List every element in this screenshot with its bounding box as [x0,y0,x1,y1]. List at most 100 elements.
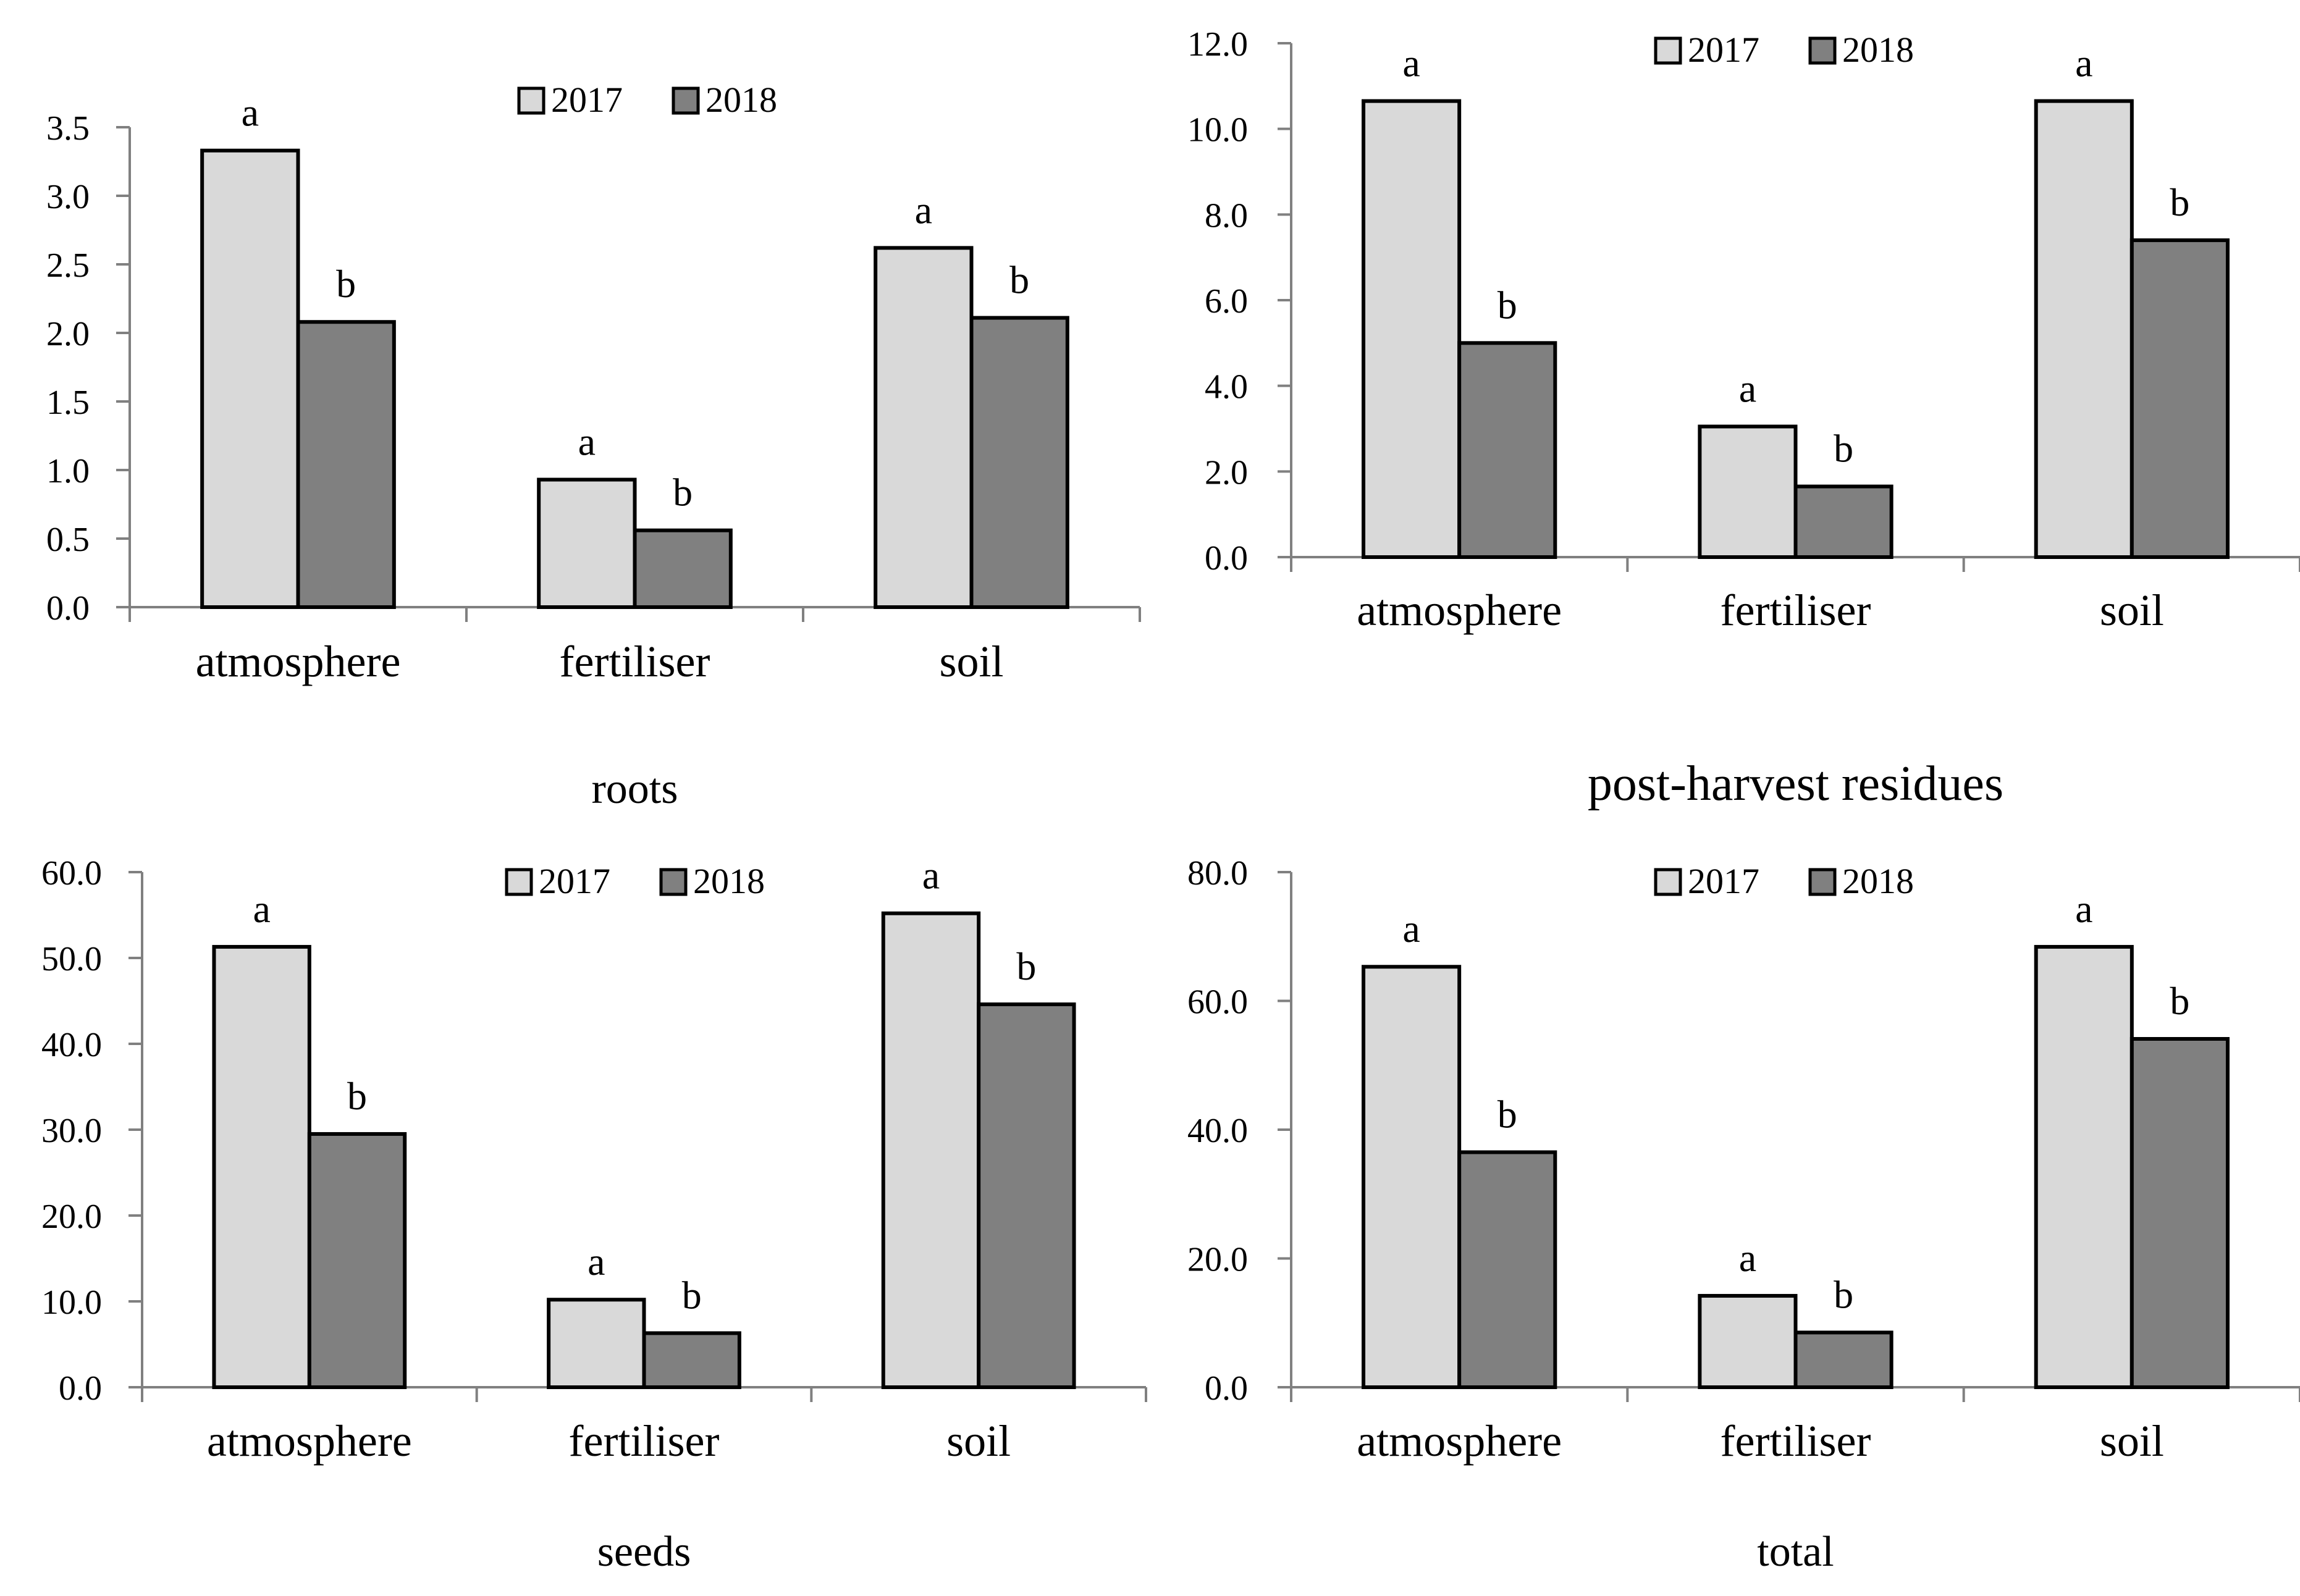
legend-swatch-2018 [1808,36,1837,65]
y-tick-label: 12.0 [1187,25,1248,64]
significance-letter: a [588,1240,605,1283]
significance-letter: b [682,1273,702,1317]
y-tick-label: 0.0 [46,589,90,628]
legend-label-2018: 2018 [693,861,765,901]
legend-label-2018: 2018 [1842,861,1914,901]
legend-label-2018: 2018 [706,80,777,120]
y-tick-label: 60.0 [41,854,102,892]
bar-2017-atmosphere [1362,965,1462,1390]
y-tick-label: 1.0 [46,452,90,490]
x-category-label: atmosphere [1357,586,1562,635]
significance-letter: a [578,420,596,464]
significance-letter: b [1016,944,1036,988]
y-tick-label: 1.5 [46,384,90,422]
y-tick-label: 80.0 [1187,854,1248,892]
chart-panel-2: 0.0 2.0 4.0 6.0 8.0 10.0 12.0 a b atmosphere a b fer… [1187,25,2300,811]
y-tick-label: 20.0 [41,1198,102,1236]
y-tick-label: 3.0 [46,178,90,216]
legend-label-2018: 2018 [1842,30,1914,70]
legend-swatch-2017 [1654,868,1682,896]
chart-title: seeds [597,1528,691,1576]
chart-title: total [1757,1528,1834,1576]
significance-letter: a [1402,41,1420,85]
y-tick-label: 0.0 [1205,1369,1248,1408]
chart-title: roots [592,765,678,813]
bar-2018-atmosphere [1457,341,1557,559]
significance-letter: a [915,188,932,232]
x-category-label: fertiliser [569,1416,720,1466]
bar-2017-atmosphere [1362,99,1462,560]
y-tick-label: 10.0 [41,1283,102,1322]
y-tick-label: 6.0 [1205,282,1248,321]
bar-2017-atmosphere [200,148,300,610]
y-tick-label: 2.0 [1205,453,1248,492]
x-category-label: soil [939,637,1003,686]
y-tick-label: 0.0 [59,1369,102,1408]
bar-2018-fertiliser [633,528,733,609]
bar-2017-soil [874,246,974,609]
significance-letter: b [673,471,693,514]
bar-2017-fertiliser [1698,1293,1798,1390]
significance-letter: b [347,1074,367,1118]
x-category-label: soil [946,1416,1011,1466]
x-category-label: soil [2100,1416,2164,1466]
y-tick-label: 50.0 [41,940,102,978]
bar-2018-soil [969,316,1069,610]
y-tick-label: 20.0 [1187,1241,1248,1279]
significance-letter: b [336,262,356,306]
legend-label-2017: 2017 [1688,861,1759,901]
y-tick-label: 8.0 [1205,196,1248,235]
legend-label-2017: 2017 [1688,30,1759,70]
significance-letter: b [2170,979,2189,1023]
y-tick-label: 60.0 [1187,983,1248,1022]
chart-panel-3: 0.0 10.0 20.0 30.0 40.0 50.0 60.0 a b atmosphere a… [41,854,1147,1576]
significance-letter: a [1739,1236,1756,1280]
significance-letter: b [1498,283,1517,327]
significance-letter: b [2170,180,2189,224]
y-tick-label: 40.0 [41,1026,102,1064]
bar-2018-fertiliser [642,1331,741,1389]
bar-2017-fertiliser [537,477,637,609]
legend-swatch-2017 [517,86,546,115]
y-tick-label: 30.0 [41,1112,102,1150]
significance-letter: a [922,854,940,897]
bar-2018-soil [977,1002,1076,1390]
significance-letter: b [1834,1272,1853,1316]
chart-panel-1: 0.0 0.5 1.0 1.5 2.0 2.5 3.0 3.5 a b atmosphere a b fe… [46,80,1141,813]
significance-letter: a [242,91,259,135]
legend-swatch-2018 [659,868,688,896]
bar-2018-atmosphere [1457,1150,1557,1390]
x-category-label: atmosphere [1357,1416,1562,1466]
bar-2017-fertiliser [1698,424,1798,559]
significance-letter: b [1498,1092,1517,1136]
y-tick-label: 2.5 [46,246,90,285]
bar-2018-fertiliser [1793,1330,1893,1389]
bar-2017-fertiliser [547,1298,646,1389]
significance-letter: a [1402,907,1420,951]
y-tick-label: 0.0 [1205,539,1248,578]
chart-panel-4: 0.0 20.0 40.0 60.0 80.0 a b atmosphere a b fertili… [1187,854,2300,1576]
bar-2018-soil [2129,238,2230,559]
y-tick-label: 3.5 [46,109,90,148]
bar-2018-atmosphere [307,1132,407,1389]
legend-swatch-2018 [672,86,700,115]
y-tick-label: 2.0 [46,315,90,353]
bar-2018-soil [2129,1037,2230,1389]
x-category-label: fertiliser [1721,586,1871,635]
bar-2017-soil [881,911,981,1389]
significance-letter: a [1739,367,1756,411]
y-tick-label: 4.0 [1205,368,1248,406]
y-tick-label: 10.0 [1187,111,1248,149]
bar-2018-atmosphere [296,320,396,609]
significance-letter: a [253,887,270,931]
legend-swatch-2017 [505,868,533,896]
bar-2017-soil [2034,99,2134,560]
chart-title: post-harvest residues [1588,757,2003,811]
x-category-label: atmosphere [207,1416,412,1466]
bar-2017-soil [2034,944,2134,1390]
legend-swatch-2017 [1654,36,1682,65]
significance-letter: b [1009,258,1029,302]
x-category-label: fertiliser [1721,1416,1871,1466]
legend-swatch-2018 [1808,868,1837,896]
